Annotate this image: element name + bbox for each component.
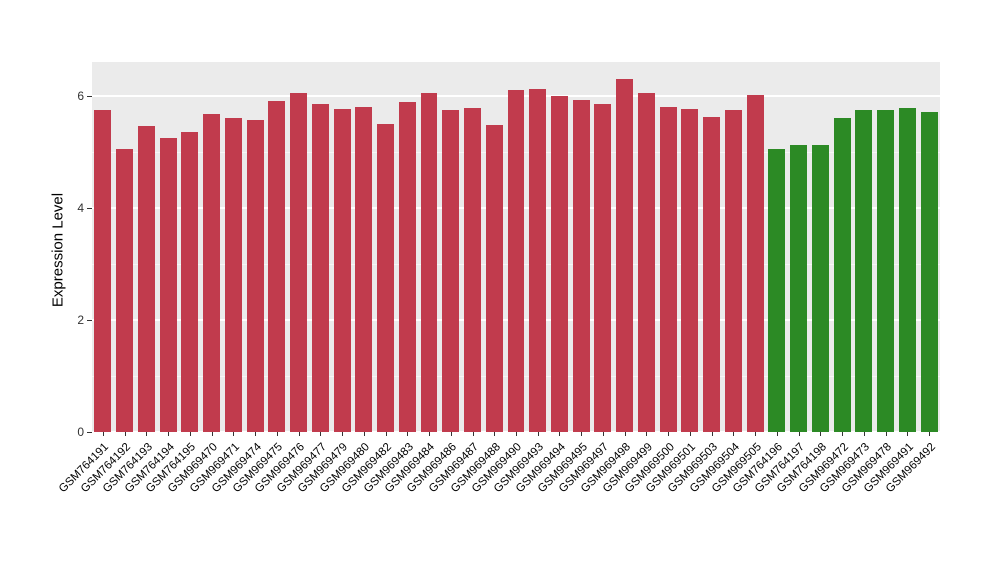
bar-GSM969479 xyxy=(333,109,351,432)
bar-GSM969483 xyxy=(398,102,416,432)
x-axis-labels: GSM764191 GSM764192 GSM764193 GSM764194 GSM7… xyxy=(57,432,940,552)
x-tick-mark xyxy=(559,432,561,436)
y-tick-mark xyxy=(87,319,92,321)
bar-GSM969476 xyxy=(290,92,308,432)
bar-GSM969482 xyxy=(377,123,394,432)
x-tick-mark xyxy=(320,432,322,436)
bar-GSM969490 xyxy=(507,90,525,432)
x-tick-mark xyxy=(407,432,409,436)
bar-GSM969480 xyxy=(355,106,373,432)
bar-GSM969475 xyxy=(268,101,286,432)
bar-GSM764196 xyxy=(768,148,786,432)
bar-GSM969500 xyxy=(659,106,677,432)
bar-GSM764191 xyxy=(94,109,112,432)
y-tick-mark xyxy=(87,432,92,433)
x-tick-mark xyxy=(124,432,126,436)
bar-GSM969472 xyxy=(833,118,851,432)
bar-GSM764195 xyxy=(181,132,199,432)
y-tick-label: 6 xyxy=(77,88,84,103)
x-tick-mark xyxy=(298,432,300,436)
bar-GSM969503 xyxy=(703,116,721,432)
x-axis-ticks xyxy=(92,432,940,437)
y-tick-label: 2 xyxy=(77,312,84,327)
x-tick-mark xyxy=(581,432,583,436)
x-tick-mark xyxy=(624,432,626,436)
x-tick-mark xyxy=(929,432,931,436)
bar-GSM969486 xyxy=(442,109,460,432)
plot-panel xyxy=(92,62,940,433)
x-tick-mark xyxy=(733,432,735,436)
x-tick-mark xyxy=(189,432,191,436)
x-tick-mark xyxy=(429,432,431,436)
x-tick-mark xyxy=(146,432,148,436)
y-tick-mark xyxy=(87,95,92,97)
y-axis-labels: 0 2 4 6 xyxy=(58,62,84,439)
bar-GSM969499 xyxy=(637,92,655,432)
bar-GSM969498 xyxy=(616,78,634,432)
bar-GSM969494 xyxy=(551,95,568,432)
x-tick-mark xyxy=(776,432,778,436)
x-tick-mark xyxy=(602,432,604,436)
bar-GSM969470 xyxy=(203,113,221,432)
x-tick-mark xyxy=(863,432,865,436)
x-tick-mark xyxy=(537,432,539,436)
x-tick-mark xyxy=(450,432,452,436)
x-tick-mark xyxy=(342,432,344,436)
x-tick-mark xyxy=(755,432,757,436)
y-axis-ticks xyxy=(86,62,92,433)
x-tick-mark xyxy=(233,432,235,436)
x-tick-mark xyxy=(168,432,170,436)
bar-GSM764192 xyxy=(116,148,134,432)
bar-GSM969504 xyxy=(724,109,742,432)
bar-GSM969488 xyxy=(485,124,503,432)
bar-GSM764197 xyxy=(790,144,808,432)
y-tick-mark xyxy=(87,207,92,209)
bar-GSM969471 xyxy=(224,118,242,432)
bar-GSM969478 xyxy=(877,109,895,432)
bar-GSM969495 xyxy=(572,100,590,432)
bar-GSM969493 xyxy=(529,88,547,432)
bar-GSM969473 xyxy=(855,109,873,432)
x-tick-mark xyxy=(255,432,257,436)
y-tick-label: 4 xyxy=(77,200,84,215)
x-tick-mark xyxy=(668,432,670,436)
x-tick-mark xyxy=(820,432,822,436)
x-tick-mark xyxy=(363,432,365,436)
bar-GSM969487 xyxy=(464,107,481,432)
x-tick-mark xyxy=(907,432,909,436)
bar-GSM969492 xyxy=(920,112,938,432)
x-tick-mark xyxy=(689,432,691,436)
bar-GSM969497 xyxy=(594,104,612,432)
bar-GSM969477 xyxy=(311,104,329,432)
x-tick-mark xyxy=(385,432,387,436)
x-tick-mark xyxy=(885,432,887,436)
x-tick-mark xyxy=(276,432,278,436)
bar-GSM969501 xyxy=(681,109,699,432)
bar-GSM764194 xyxy=(159,137,177,432)
x-tick-mark xyxy=(472,432,474,436)
x-tick-mark xyxy=(211,432,213,436)
bar-GSM969491 xyxy=(898,107,916,432)
x-tick-mark xyxy=(842,432,844,436)
x-tick-mark xyxy=(516,432,517,436)
bar-GSM969505 xyxy=(746,94,764,432)
y-tick-label: 0 xyxy=(77,425,84,439)
bar-GSM764193 xyxy=(137,126,155,432)
x-tick-mark xyxy=(711,432,713,436)
bar-GSM764198 xyxy=(811,144,829,432)
bar-GSM969474 xyxy=(246,119,264,432)
bar-GSM969484 xyxy=(420,92,438,432)
x-tick-mark xyxy=(646,432,648,436)
x-tick-mark xyxy=(494,432,496,436)
x-tick-mark xyxy=(798,432,800,436)
x-tick-mark xyxy=(102,432,104,436)
